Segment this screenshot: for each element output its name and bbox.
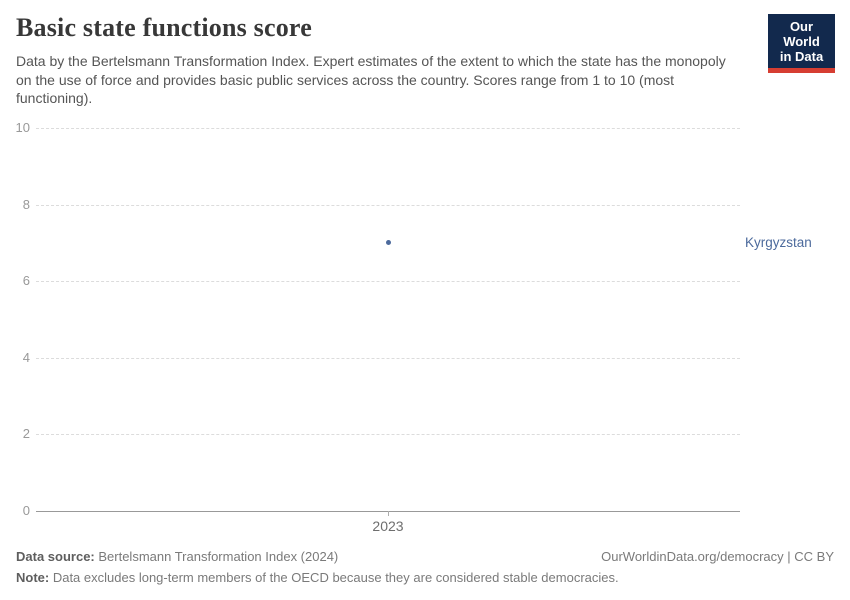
data-source-label: Data source: (16, 549, 95, 564)
chart-note-label: Note: (16, 570, 50, 585)
x-axis-tick-label: 2023 (372, 518, 404, 534)
chart-footer: Data source: Bertelsmann Transformation … (16, 546, 834, 588)
y-axis-tick-label-6: 6 (22, 273, 30, 289)
chart-subtitle: Data by the Bertelsmann Transformation I… (16, 53, 726, 106)
owid-logo[interactable]: Our World in Data (768, 14, 835, 73)
page-title: Basic state functions score (16, 13, 312, 42)
y-axis-tick-label-8: 8 (22, 196, 30, 212)
data-source: Data source: Bertelsmann Transformation … (16, 546, 338, 567)
owid-logo-line1: Our World (783, 19, 820, 49)
gridline-4 (36, 357, 740, 359)
gridline-10 (36, 128, 740, 129)
entity-label-kyrgyzstan[interactable]: Kyrgyzstan (745, 234, 812, 250)
owid-logo-line2: in Data (779, 49, 824, 64)
x-axis-tick (388, 511, 389, 516)
gridline-6 (36, 281, 740, 283)
y-axis-tick-label-2: 2 (22, 426, 30, 442)
gridline-2 (36, 434, 740, 436)
data-point-kyrgyzstan[interactable] (385, 240, 391, 246)
y-axis-tick-label-10: 10 (15, 120, 30, 135)
chart-note-text: Data excludes long-term members of the O… (49, 570, 619, 585)
chart-note: Note: Data excludes long-term members of… (16, 567, 834, 588)
gridline-8 (36, 204, 740, 206)
data-source-text: Bertelsmann Transformation Index (2024) (94, 549, 339, 564)
attribution-link[interactable]: OurWorldinData.org/democracy | CC BY (601, 549, 834, 564)
y-axis-tick-label-0: 0 (22, 503, 30, 518)
y-axis-tick-label-4: 4 (22, 349, 30, 365)
